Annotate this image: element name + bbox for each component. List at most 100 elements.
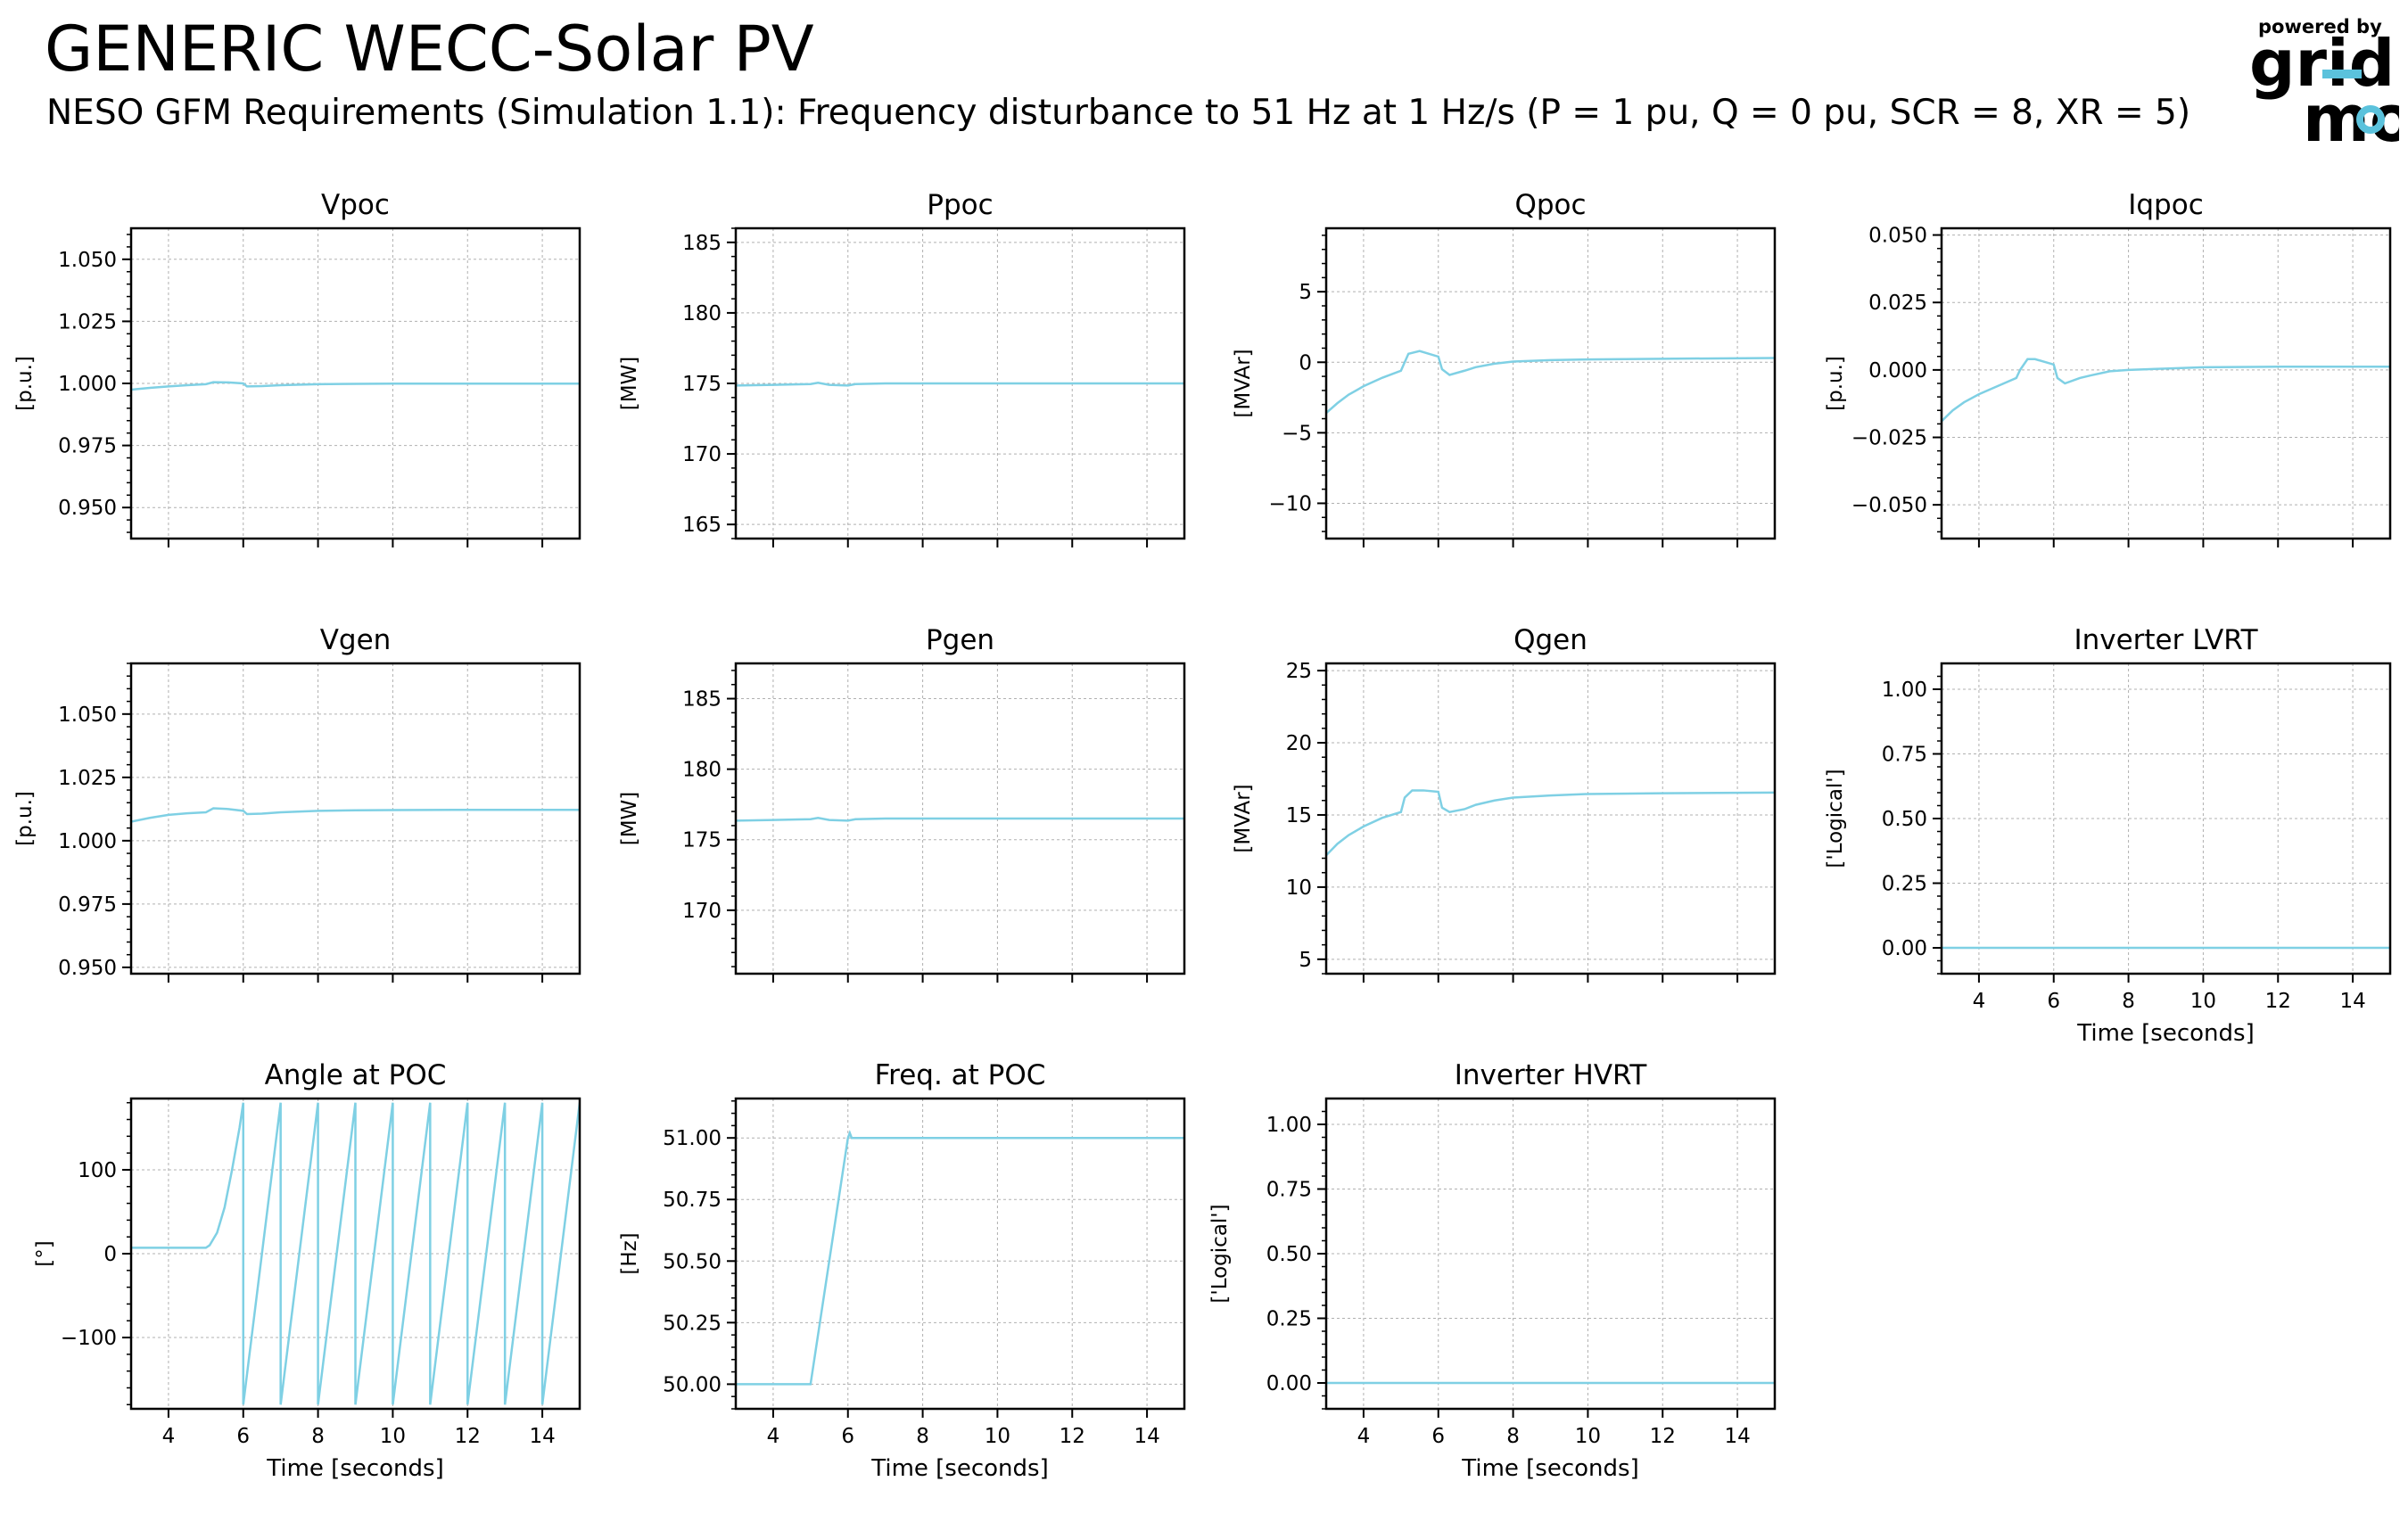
gridmo-logo: powered by grid mo <box>2247 12 2399 146</box>
chart-title: Ppoc <box>927 189 993 221</box>
ytick-label: 1.025 <box>58 767 117 790</box>
chart-freq-at-poc: 50.00 50.25 50.50 50.75 51.00 4 6 8 10 12 14 Freq. … <box>618 1059 1186 1482</box>
chart-title: Vgen <box>320 624 392 656</box>
xtick-label: 10 <box>380 1425 406 1448</box>
xtick-label: 12 <box>1650 1425 1676 1448</box>
xtick-label: 14 <box>1134 1425 1159 1448</box>
xtick-label: 10 <box>985 1425 1010 1448</box>
series-line-vpoc <box>131 381 580 391</box>
chart-iqpoc: −0.050 −0.025 0.000 0.025 0.050 Iqpoc [p.u.] <box>1824 189 2392 547</box>
ytick-label: 170 <box>682 900 722 923</box>
x-axis-label: Time [seconds] <box>266 1455 443 1482</box>
y-axis-label: [p.u.] <box>13 356 37 411</box>
ytick-label: 0.050 <box>1868 225 1927 248</box>
xtick-label: 4 <box>1973 990 1986 1013</box>
ytick-label: −5 <box>1282 422 1312 445</box>
ytick-label: 0.25 <box>1882 873 1927 896</box>
y-axis-label: ['Logical'] <box>1824 769 1847 868</box>
axes-frame <box>734 662 1186 975</box>
chart-title: Angle at POC <box>265 1059 447 1091</box>
ytick-label: −0.025 <box>1851 427 1927 450</box>
ytick-label: 0.25 <box>1266 1308 1312 1331</box>
ytick-label: 0 <box>103 1243 117 1266</box>
xtick-label: 12 <box>1060 1425 1085 1448</box>
axes-frame <box>1940 226 2392 540</box>
x-axis-label: Time [seconds] <box>870 1455 1048 1482</box>
ytick-label: 185 <box>682 688 722 712</box>
series-line-qgen <box>1326 789 1775 857</box>
ytick-label: 180 <box>682 302 722 325</box>
y-axis-label: [°] <box>33 1240 56 1266</box>
logo-circle-icon <box>2356 105 2385 134</box>
chart-title: Qpoc <box>1514 189 1586 221</box>
ytick-label: 175 <box>682 829 722 852</box>
ytick-label: 1.000 <box>58 830 117 853</box>
chart-vgen: 0.950 0.975 1.000 1.025 1.050 Vgen [p.u.] <box>13 624 581 983</box>
xtick-label: 8 <box>2122 990 2135 1013</box>
ytick-label: 0.975 <box>58 893 117 917</box>
ytick-label: 0.000 <box>1868 359 1927 383</box>
chart-title: Pgen <box>926 624 994 656</box>
chart-vpoc: 0.950 0.975 1.000 1.025 1.050 Vpoc [p.u.] <box>13 189 581 547</box>
ytick-label: 0.75 <box>1882 744 1927 767</box>
y-axis-label: ['Logical'] <box>1208 1204 1232 1303</box>
xtick-label: 6 <box>2047 990 2060 1013</box>
chart-angle-at-poc: −100 0 100 4 6 8 10 12 14 Angle at POC [°] Time [se… <box>33 1059 581 1482</box>
ytick-label: −10 <box>1268 492 1312 515</box>
ytick-label: −0.050 <box>1851 494 1927 517</box>
y-axis-label: [p.u.] <box>1824 356 1847 411</box>
ytick-label: 25 <box>1286 660 1312 683</box>
series-line-vgen <box>131 807 580 823</box>
ytick-label: 0.75 <box>1266 1179 1312 1202</box>
xtick-label: 12 <box>455 1425 481 1448</box>
ytick-label: 0.950 <box>58 497 117 520</box>
series-line-qpoc <box>1326 350 1775 415</box>
ytick-label: 5 <box>1299 281 1312 304</box>
chart-title: Inverter HVRT <box>1455 1059 1648 1091</box>
xtick-label: 12 <box>2265 990 2291 1013</box>
ytick-label: 0.50 <box>1266 1243 1312 1266</box>
ytick-label: 10 <box>1286 876 1312 900</box>
logo-powered-by-text: powered by <box>2258 16 2382 37</box>
ytick-label: 185 <box>682 232 722 255</box>
ytick-label: 5 <box>1299 949 1312 972</box>
y-axis-label: [MVAr] <box>1232 349 1255 417</box>
chart-title: Freq. at POC <box>875 1059 1046 1091</box>
xtick-label: 4 <box>1357 1425 1371 1448</box>
figure-title: GENERIC WECC-Solar PV <box>45 12 814 86</box>
x-axis-label: Time [seconds] <box>2076 1020 2254 1047</box>
xtick-label: 6 <box>236 1425 250 1448</box>
y-axis-label: [MW] <box>618 792 641 846</box>
chart-title: Vpoc <box>321 189 390 221</box>
ytick-label: 100 <box>78 1159 117 1182</box>
ytick-label: 0.950 <box>58 957 117 980</box>
xtick-label: 10 <box>2190 990 2216 1013</box>
ytick-label: 50.75 <box>663 1189 722 1212</box>
series-line-ppoc <box>736 381 1184 387</box>
y-axis-label: [MW] <box>618 357 641 411</box>
ytick-label: 1.050 <box>58 704 117 727</box>
ytick-label: 50.25 <box>663 1312 722 1335</box>
axes-frame <box>1324 226 1777 540</box>
ytick-label: 180 <box>682 759 722 782</box>
x-axis-label: Time [seconds] <box>1461 1455 1638 1482</box>
logo-line1: grid <box>2249 34 2395 101</box>
chart-pgen: 170 175 180 185 Pgen [MW] <box>618 624 1186 983</box>
axes-frame <box>1324 662 1777 975</box>
chart-title: Iqpoc <box>2128 189 2204 221</box>
chart-ppoc: 165 170 175 180 185 Ppoc [MW] <box>618 189 1186 547</box>
y-axis-label: [Hz] <box>618 1232 641 1274</box>
xtick-label: 10 <box>1575 1425 1601 1448</box>
ytick-label: 50.50 <box>663 1250 722 1273</box>
ytick-label: 170 <box>682 443 722 466</box>
ytick-label: 0 <box>1299 351 1312 374</box>
ytick-label: 0.975 <box>58 435 117 458</box>
ytick-label: 0.00 <box>1266 1372 1312 1395</box>
axes-frame <box>734 1097 1186 1411</box>
logo-bar <box>2322 70 2362 78</box>
chart-qgen: 5 10 15 20 25 Qgen [MVAr] <box>1232 624 1777 983</box>
ytick-label: 15 <box>1286 804 1312 827</box>
xtick-label: 14 <box>529 1425 555 1448</box>
ytick-label: 1.025 <box>58 310 117 333</box>
